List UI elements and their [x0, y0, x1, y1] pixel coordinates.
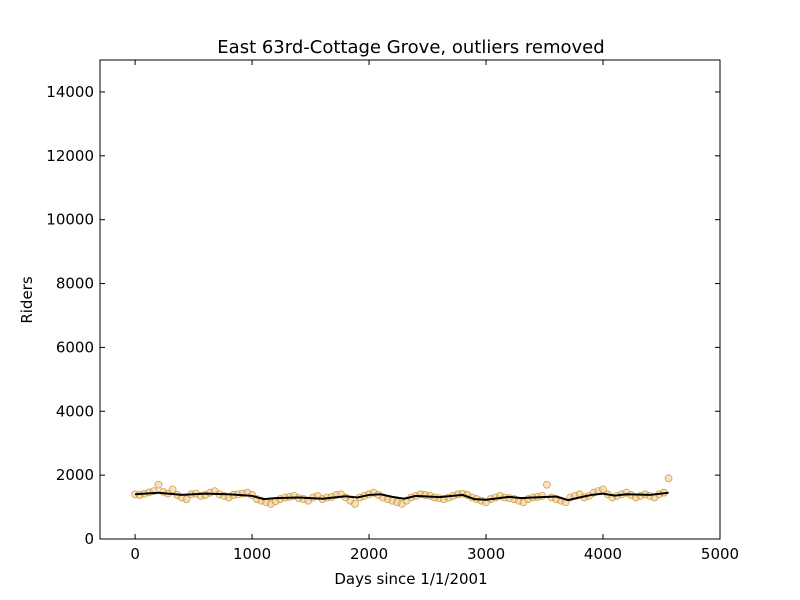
data-point	[664, 474, 673, 483]
y-tick-label: 0	[84, 530, 94, 548]
axis-ticks: 0 1000 2000 3000 4000 5000 0 2000 4000 6000 8000 10…	[46, 60, 739, 563]
y-tick-label: 6000	[56, 338, 94, 356]
axes-frame	[99, 59, 721, 540]
data-point	[154, 480, 163, 489]
trend-line	[135, 491, 669, 502]
y-tick-label: 10000	[46, 211, 94, 229]
y-tick-label: 4000	[56, 402, 94, 420]
x-tick-label: 4000	[584, 545, 622, 563]
y-tick-label: 2000	[56, 466, 94, 484]
x-tick-label: 2000	[350, 545, 388, 563]
data-point	[168, 485, 177, 494]
x-tick-label: 5000	[701, 545, 739, 563]
data-point	[351, 499, 359, 508]
y-tick-label: 12000	[46, 147, 94, 165]
x-tick-label: 1000	[233, 545, 271, 563]
x-tick-label: 0	[130, 545, 140, 563]
chart-title: East 63rd-Cottage Grove, outliers remove…	[217, 37, 604, 58]
data-point	[542, 480, 551, 489]
y-axis-label: Riders	[18, 276, 36, 324]
x-tick-label: 3000	[467, 545, 505, 563]
y-tick-label: 14000	[46, 83, 94, 101]
x-axis-label: Days since 1/1/2001	[334, 570, 487, 588]
plot-area	[131, 474, 673, 508]
y-tick-label: 8000	[56, 275, 94, 293]
data-point	[538, 491, 547, 500]
